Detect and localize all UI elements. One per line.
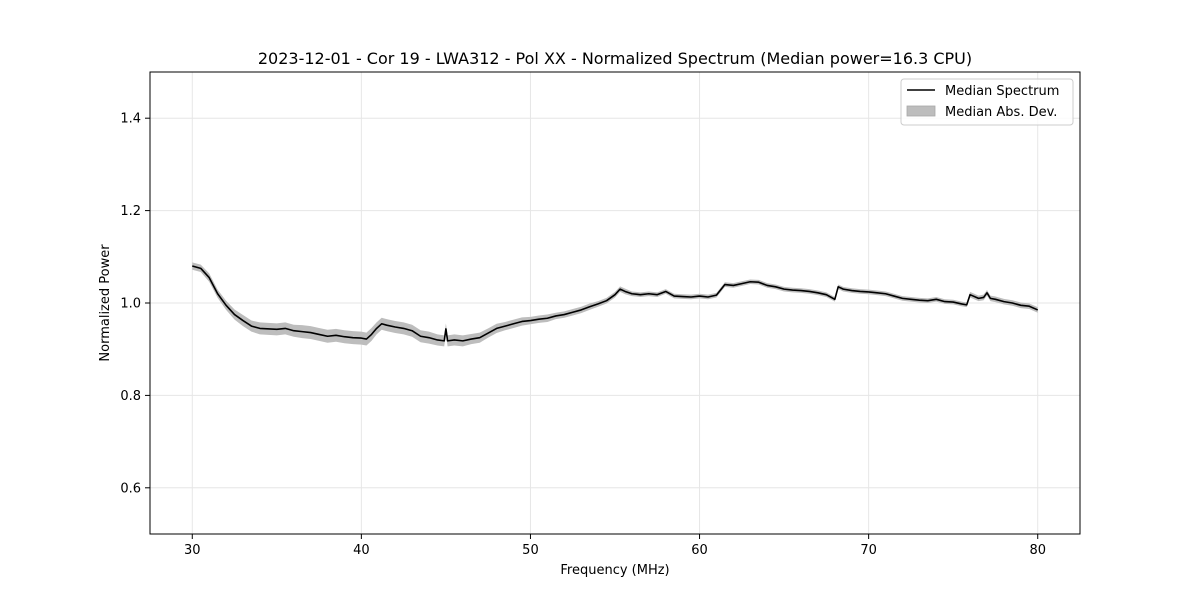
legend-median-spectrum-label: Median Spectrum bbox=[945, 84, 1059, 99]
chart-title: 2023-12-01 - Cor 19 - LWA312 - Pol XX - … bbox=[258, 49, 972, 68]
y-tick-label: 0.8 bbox=[120, 389, 141, 404]
legend-median-abs-dev-swatch bbox=[906, 105, 936, 117]
y-axis-label: Normalized Power bbox=[98, 244, 113, 362]
median-abs-dev-band bbox=[192, 262, 1038, 347]
x-tick-label: 70 bbox=[860, 543, 877, 558]
x-tick-label: 60 bbox=[691, 543, 708, 558]
legend: Median Spectrum Median Abs. Dev. bbox=[900, 78, 1074, 126]
grid bbox=[150, 72, 1080, 534]
median-spectrum-line bbox=[192, 265, 1039, 342]
y-tick-label: 1.2 bbox=[120, 204, 141, 219]
legend-median-abs-dev-label: Median Abs. Dev. bbox=[945, 105, 1057, 120]
x-axis-label: Frequency (MHz) bbox=[560, 563, 669, 578]
y-axis-ticks: 0.6 0.8 1.0 1.2 1.4 bbox=[120, 112, 150, 496]
y-tick-label: 1.4 bbox=[120, 112, 141, 127]
legend-box bbox=[900, 78, 1074, 126]
x-tick-label: 40 bbox=[353, 543, 370, 558]
x-tick-label: 80 bbox=[1029, 543, 1046, 558]
x-tick-label: 50 bbox=[522, 543, 539, 558]
x-axis-ticks: 30 40 50 60 70 80 bbox=[184, 534, 1046, 558]
y-tick-label: 0.6 bbox=[120, 481, 141, 496]
y-tick-label: 1.0 bbox=[120, 297, 141, 312]
x-tick-label: 30 bbox=[184, 543, 201, 558]
